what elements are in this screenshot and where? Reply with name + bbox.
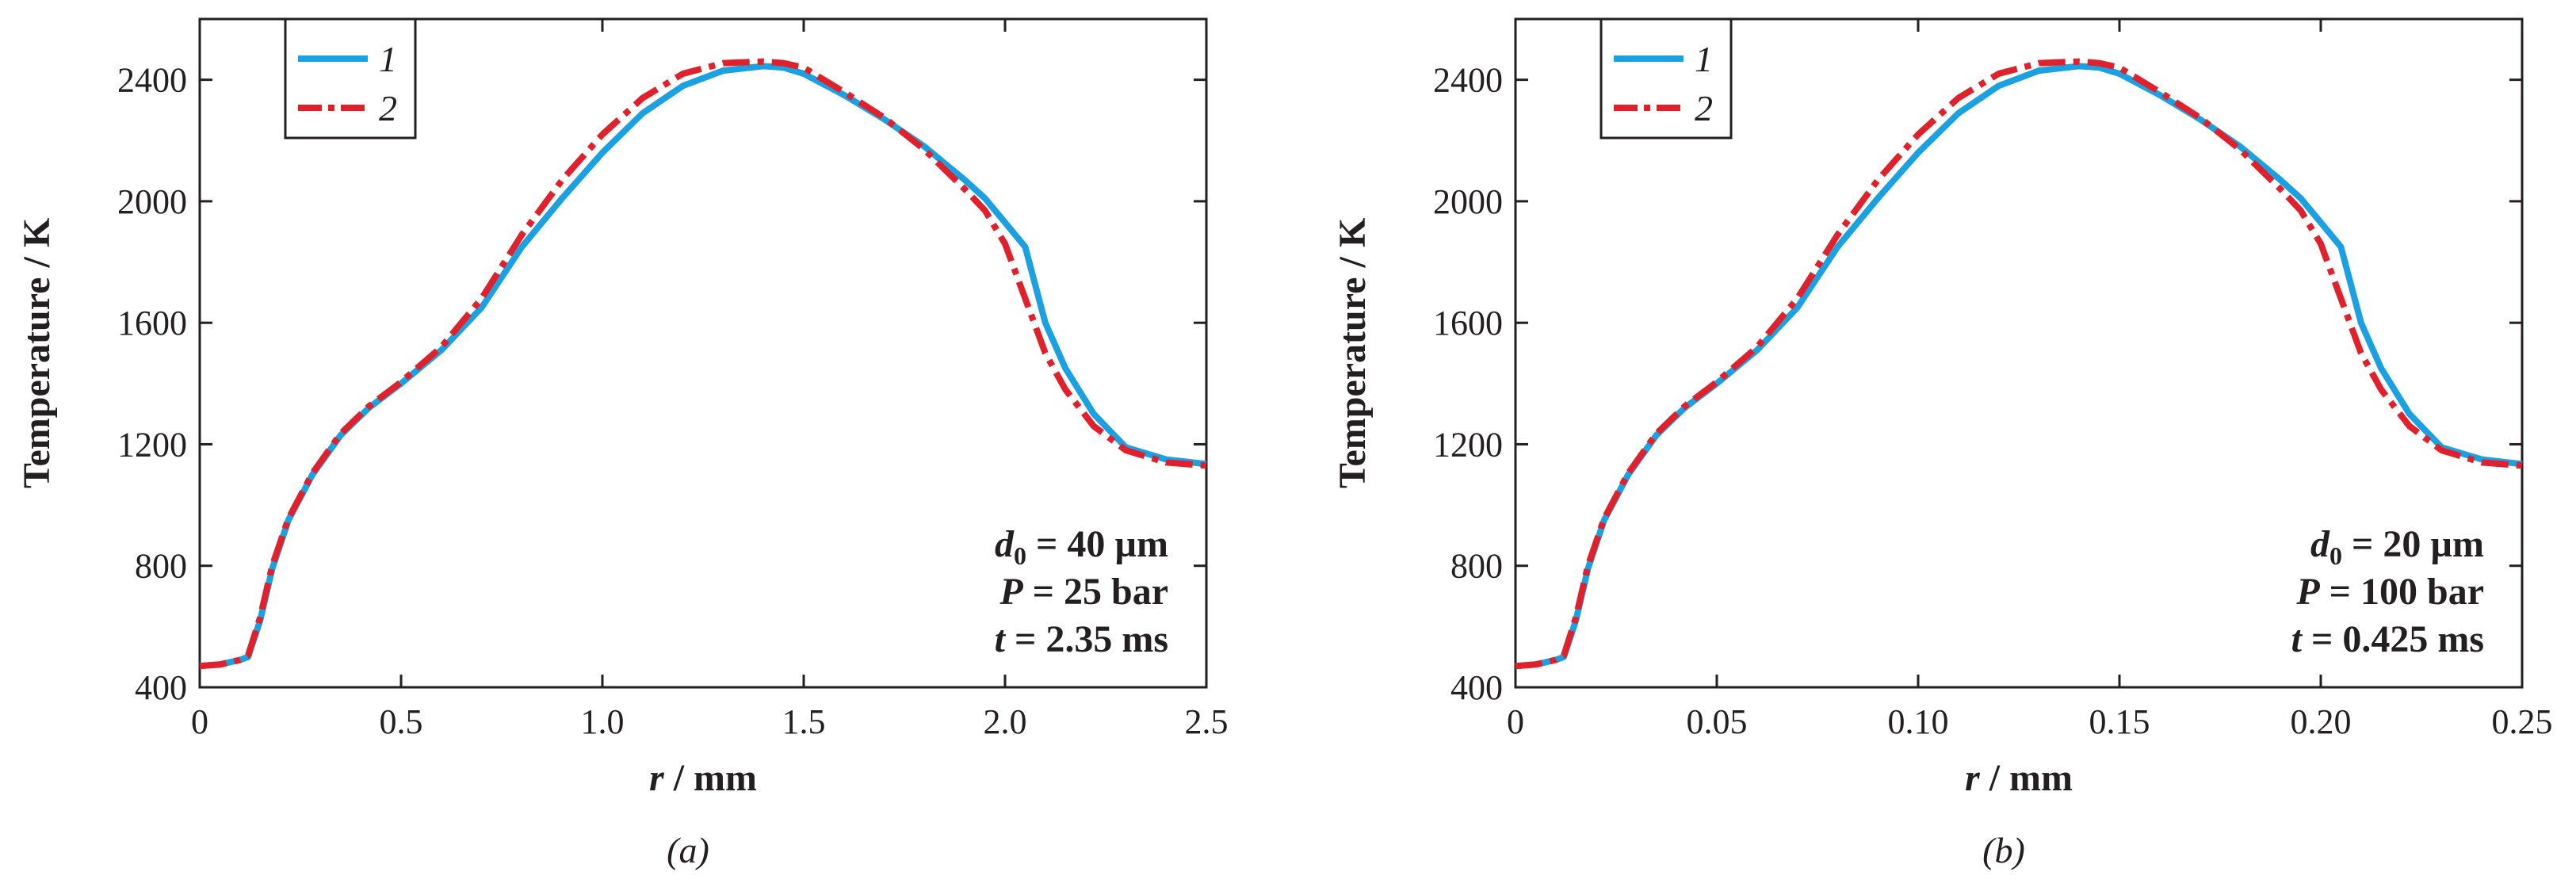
chart-b-x-tick-label: 0.15 bbox=[2089, 702, 2150, 741]
chart-a-y-tick-label: 2400 bbox=[117, 61, 187, 100]
chart-a: 0 0.5 1.0 1.5 2.0 2.5 400 800 1200 1600 2000 2400 r … bbox=[16, 17, 1229, 870]
chart-a-x-tick-label: 2.0 bbox=[984, 702, 1027, 741]
chart-b-annotation-line: t = 0.425 ms bbox=[2291, 618, 2484, 660]
chart-b-y-tick-label: 2400 bbox=[1433, 61, 1503, 100]
chart-b-y-axis-label: Temperature / K bbox=[1332, 218, 1374, 488]
chart-a-legend-label-1: 1 bbox=[379, 39, 397, 79]
chart-a-x-axis-label: r / mm bbox=[649, 757, 757, 799]
chart-a-caption: (a) bbox=[667, 830, 709, 870]
chart-b-x-tick-label: 0.05 bbox=[1687, 702, 1748, 741]
chart-a-annotation-line: t = 2.35 ms bbox=[995, 618, 1168, 660]
chart-b-x-tick-label: 0.10 bbox=[1888, 702, 1949, 741]
chart-a-y-axis-label: Temperature / K bbox=[16, 218, 58, 488]
chart-a-y-tick-label: 1600 bbox=[117, 304, 187, 342]
chart-b-frame bbox=[1514, 17, 2524, 689]
chart-a-annotation-line: P = 25 bar bbox=[999, 571, 1168, 613]
chart-a-y-tick-label: 1200 bbox=[117, 425, 187, 464]
chart-a-series-2-line bbox=[199, 58, 1207, 670]
chart-b-caption: (b) bbox=[1982, 830, 2025, 870]
chart-a-frame bbox=[198, 17, 1208, 689]
chart-b-annotation-line: d0 = 20 µm bbox=[2310, 523, 2484, 570]
chart-b-y-tick-label: 2000 bbox=[1433, 182, 1503, 221]
chart-b-annotation-line: P = 100 bar bbox=[2295, 571, 2484, 613]
chart-b-y-tick-label: 1600 bbox=[1433, 304, 1503, 342]
chart-a-x-tick-label: 2.5 bbox=[1185, 702, 1229, 741]
chart-a-annotation-line: d0 = 40 µm bbox=[995, 523, 1168, 570]
chart-b-y-tick-label: 1200 bbox=[1433, 425, 1503, 464]
chart-a-x-tick-label: 0 bbox=[191, 702, 208, 741]
chart-b-legend: 12 bbox=[1599, 17, 1733, 140]
chart-b-x-tick-label: 0.20 bbox=[2291, 702, 2352, 741]
chart-b-x-axis-label: r / mm bbox=[1965, 757, 2073, 799]
chart-b-legend-label-1: 1 bbox=[1695, 39, 1713, 79]
chart-a-x-tick-label: 1.5 bbox=[782, 702, 826, 741]
chart-b: 0 0.05 0.10 0.15 0.20 0.25 400 800 1200 1600 2000 2… bbox=[1332, 17, 2553, 870]
chart-b-series-2-line bbox=[1515, 58, 2523, 670]
chart-a-y-tick-label: 400 bbox=[135, 668, 187, 707]
chart-a-x-tick-label: 0.5 bbox=[380, 702, 423, 741]
chart-a-y-tick-label: 800 bbox=[135, 547, 187, 586]
chart-a-legend-box bbox=[284, 17, 417, 140]
chart-b-legend-label-2: 2 bbox=[1695, 88, 1713, 128]
chart-b-x-tick-label: 0 bbox=[1507, 702, 1524, 741]
chart-b-legend-box bbox=[1599, 17, 1733, 140]
chart-b-x-tick-label: 0.25 bbox=[2492, 702, 2553, 741]
chart-b-y-tick-label: 400 bbox=[1450, 668, 1503, 707]
chart-a-y-tick-label: 2000 bbox=[117, 182, 187, 221]
chart-a-x-tick-label: 1.0 bbox=[581, 702, 625, 741]
chart-b-y-tick-label: 800 bbox=[1450, 547, 1503, 586]
chart-a-legend-label-2: 2 bbox=[379, 88, 397, 128]
chart-a-legend: 12 bbox=[284, 17, 417, 140]
